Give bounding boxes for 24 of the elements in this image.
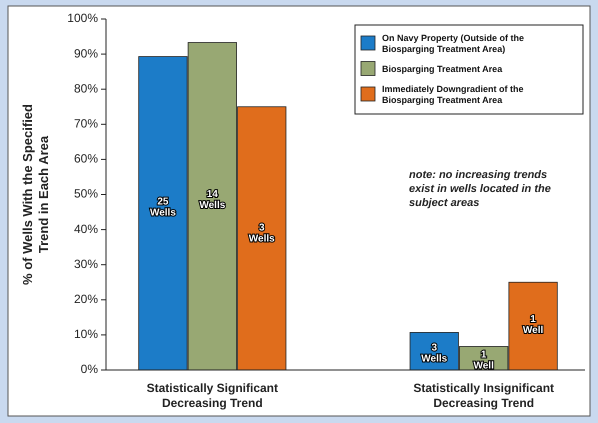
annotation: 25 Wells xyxy=(150,196,176,218)
x-tick-label: Statistically Significant Decreasing Trend xyxy=(146,381,278,410)
y-tick-label: 60% xyxy=(74,152,98,166)
annotation: 3 Wells xyxy=(421,342,448,364)
y-tick-label: 30% xyxy=(74,256,98,271)
y-tick-label: 80% xyxy=(74,81,98,96)
legend-label: On Navy Property (Outside of the Biosparging Treatment Area) xyxy=(382,33,524,54)
y-tick-label: 0% xyxy=(80,362,98,376)
y-tick-label: 90% xyxy=(74,46,98,60)
y-tick-label: 70% xyxy=(74,116,98,130)
y-tick-label: 50% xyxy=(74,186,98,201)
legend-label: Immediately Downgradient of the Biosparging Treatment Area xyxy=(382,84,524,105)
x-tick-label: Statistically Insignificant Decreasing Trend xyxy=(413,381,554,410)
annotation: 1 Well xyxy=(522,314,544,336)
annotation: 1 Well xyxy=(473,349,494,372)
y-tick-label: 10% xyxy=(74,327,98,342)
y-tick-label: 20% xyxy=(74,292,98,306)
y-tick-label: 40% xyxy=(74,222,98,236)
annotation: note: no increasing trends exist in wells located in the subject areas xyxy=(409,169,551,209)
y-axis-title: % of Wells With the Specified Trend in Each Area xyxy=(20,104,51,285)
annotation: 3 Wells xyxy=(248,222,276,244)
y-tick-label: 100% xyxy=(67,11,98,26)
annotation: 14 Wells xyxy=(199,188,226,211)
legend-label: Biosparging Treatment Area xyxy=(382,64,504,74)
